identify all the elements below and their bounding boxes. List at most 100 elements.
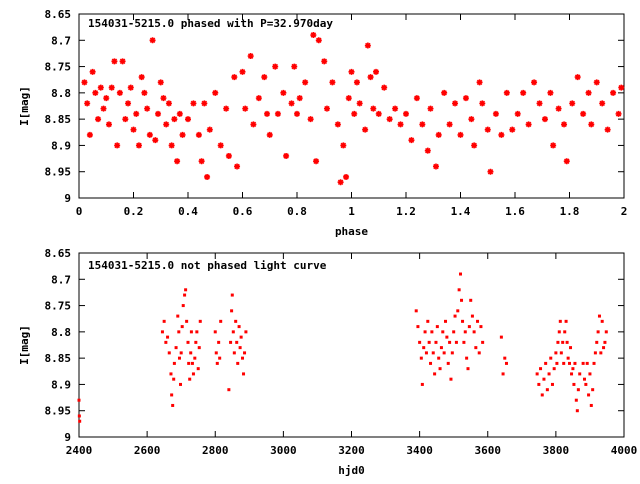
unphased-data-point [162,319,166,323]
unphased-data-point [540,393,544,397]
unphased-data-point [232,351,236,355]
phased-data-point [135,142,142,149]
unphased-data-point [235,340,239,344]
phased-panel-title: 154031-5215.0 phased with P=32.970day [88,17,333,30]
unphased-data-point [589,403,593,407]
unphased-data-point [164,340,168,344]
unphased-data-point [587,393,591,397]
unphased-data-point [539,367,543,371]
unphased-data-point [433,372,437,376]
unphased-data-point [174,346,178,350]
phased-data-point [373,68,380,75]
phased-data-point [364,42,371,49]
unphased-data-point [595,340,599,344]
phased-data-point [514,110,521,117]
phased-data-point [95,116,102,123]
unphased-data-point [177,356,181,360]
unphased-y-axis-label: I[mag] [18,325,31,365]
unphased-data-point [446,361,450,365]
unphased-data-point [191,372,195,376]
unphased-data-point [564,319,568,323]
unphased-data-point [237,325,241,329]
phased-data-point [302,79,309,86]
phased-data-point [283,152,290,159]
unphased-data-point [604,330,608,334]
unphased-data-point [596,330,600,334]
unphased-data-point [169,372,173,376]
phased-data-point [408,137,415,144]
phased-data-point [321,58,328,65]
unphased-data-point [504,361,508,365]
unphased-data-point [172,361,176,365]
unphased-y-tick-label: 8.95 [45,405,72,418]
phased-data-point [288,100,295,107]
phased-data-point [471,142,478,149]
phased-data-point [503,89,510,96]
phased-data-point [146,131,153,138]
phased-data-point [356,100,363,107]
unphased-data-point [427,340,431,344]
unphased-data-point [457,288,461,292]
unphased-plot-frame [78,252,625,438]
phased-data-point [157,79,164,86]
unphased-data-point [241,356,244,360]
unphased-data-point [501,372,505,376]
unphased-data-point [239,335,243,339]
phased-data-point [81,79,88,86]
unphased-data-point [218,356,222,360]
phased-data-point [174,158,181,165]
unphased-data-point [569,346,573,350]
phased-y-tick-label: 9 [64,192,71,205]
phased-data-point [484,126,491,133]
unphased-data-point [450,351,454,355]
phased-data-point [307,116,314,123]
unphased-data-point [414,309,418,313]
unphased-data-point [170,393,174,397]
unphased-data-point [581,361,585,365]
unphased-data-point [535,372,539,376]
unphased-data-point [185,319,189,323]
phased-data-point [92,89,99,96]
phased-data-point [127,84,134,91]
phased-y-tick-label: 8.95 [45,166,72,179]
unphased-data-point [431,351,435,355]
unphased-data-point [466,367,470,371]
unphased-data-point [234,319,238,323]
phased-data-point [155,110,162,117]
unphased-x-tick-label: 3800 [543,444,570,457]
unphased-data-point [574,398,578,402]
unphased-data-point [424,351,428,355]
phased-data-point [351,110,358,117]
unphased-data-point [600,319,604,323]
phased-data-point [520,89,527,96]
unphased-data-point [426,319,430,323]
phased-data-point [89,68,96,75]
phased-data-point [313,158,320,165]
phased-data-point [585,89,592,96]
phased-data-point [427,105,434,112]
unphased-x-tick-label: 2400 [66,444,93,457]
unphased-data-point [167,351,171,355]
unphased-data-point [537,382,541,386]
unphased-data-point [550,382,554,386]
phased-data-point [242,105,249,112]
phased-data-point [348,68,355,75]
phased-data-point [231,74,238,81]
phased-x-tick-label: 1.8 [560,205,580,218]
unphased-data-point [435,325,439,329]
unphased-data-point [445,335,449,339]
unphased-data-point [585,361,589,365]
unphased-x-tick-label: 3200 [338,444,365,457]
unphased-data-point [593,351,597,355]
unphased-data-point [198,319,202,323]
phased-data-point [340,142,347,149]
unphased-data-point [437,356,441,360]
unphased-data-point [453,314,457,318]
phased-data-point [103,95,110,102]
unphased-data-point [422,346,426,350]
unphased-y-tick-label: 8.75 [45,300,72,313]
phased-data-point [588,121,595,128]
phased-data-point [250,121,257,128]
phased-data-point [234,163,241,170]
